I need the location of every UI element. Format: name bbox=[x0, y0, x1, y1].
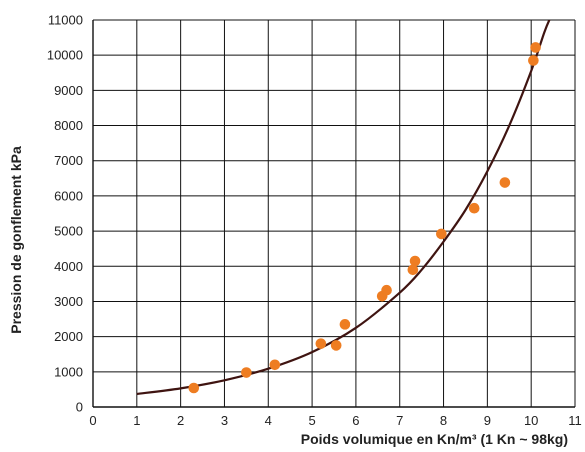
y-tick-label: 5000 bbox=[54, 224, 83, 239]
data-points bbox=[188, 42, 541, 394]
y-tick-label: 0 bbox=[76, 400, 83, 415]
y-tick-label: 2000 bbox=[54, 329, 83, 344]
data-point bbox=[188, 382, 200, 394]
y-tick-label: 6000 bbox=[54, 188, 83, 203]
data-point bbox=[436, 228, 447, 240]
y-tick-label: 7000 bbox=[54, 153, 83, 168]
data-point bbox=[339, 319, 351, 330]
axes bbox=[92, 20, 575, 408]
x-tick-label: 0 bbox=[89, 413, 96, 428]
data-point bbox=[381, 284, 392, 296]
x-axis-label: Poids volumique en Kn/m³ (1 Kn ~ 98kg) bbox=[301, 431, 568, 447]
y-tick-label: 11000 bbox=[48, 13, 83, 28]
x-tick-label: 4 bbox=[265, 413, 272, 428]
x-tick-label: 2 bbox=[177, 413, 184, 428]
data-point bbox=[409, 255, 421, 267]
data-point bbox=[530, 42, 541, 53]
x-tick-label: 6 bbox=[352, 413, 359, 428]
x-tick-label: 3 bbox=[221, 413, 228, 428]
data-point bbox=[468, 202, 480, 214]
x-tick-label: 8 bbox=[440, 413, 447, 428]
x-tick-label: 1 bbox=[133, 413, 140, 428]
x-tick-label: 7 bbox=[396, 413, 403, 428]
data-point bbox=[528, 55, 539, 66]
x-tick-labels: 0 1 2 3 4 5 6 7 8 9 10 11 bbox=[89, 413, 581, 428]
fit-curve-line bbox=[136, 20, 551, 396]
y-tick-label: 8000 bbox=[54, 118, 83, 133]
x-tick-label: 11 bbox=[568, 413, 582, 428]
y-tick-label: 4000 bbox=[54, 259, 83, 274]
data-point bbox=[269, 359, 281, 371]
y-tick-label: 10000 bbox=[47, 48, 83, 63]
data-point bbox=[499, 177, 511, 188]
y-axis-label: Pression de gonflement kPa bbox=[8, 146, 24, 334]
fit-curve bbox=[136, 20, 551, 396]
x-tick-label: 10 bbox=[524, 413, 538, 428]
x-tick-label: 9 bbox=[484, 413, 491, 428]
data-point bbox=[330, 340, 342, 351]
y-tick-label: 9000 bbox=[54, 83, 83, 98]
data-point bbox=[241, 367, 252, 378]
y-tick-label: 3000 bbox=[54, 294, 83, 309]
data-point bbox=[315, 338, 327, 349]
y-tick-labels: 0 1000 2000 3000 4000 5000 6000 7000 8000 9000 100… bbox=[47, 13, 83, 415]
data-point bbox=[407, 264, 419, 276]
x-tick-label: 5 bbox=[308, 413, 315, 428]
y-tick-label: 1000 bbox=[54, 364, 83, 379]
